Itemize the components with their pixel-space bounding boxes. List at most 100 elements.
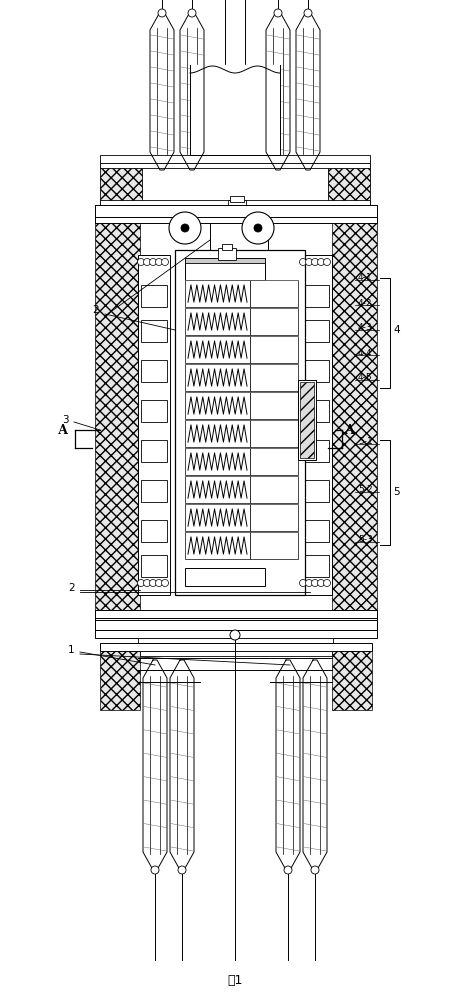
Bar — [141, 360, 167, 382]
Circle shape — [306, 258, 313, 265]
Bar — [95, 610, 377, 618]
Bar — [141, 400, 167, 422]
Text: А: А — [58, 424, 68, 436]
Bar — [303, 285, 329, 307]
Circle shape — [181, 224, 189, 232]
Bar — [141, 520, 167, 542]
Text: 2: 2 — [68, 583, 75, 593]
Bar — [100, 645, 140, 710]
Bar — [332, 645, 372, 710]
Bar — [95, 217, 377, 223]
Bar — [210, 208, 268, 250]
Bar — [303, 520, 329, 542]
Bar — [95, 205, 377, 217]
Bar — [185, 364, 250, 391]
Bar — [185, 448, 250, 475]
Text: 1: 1 — [68, 645, 75, 655]
Polygon shape — [150, 12, 174, 170]
Circle shape — [162, 580, 169, 586]
Text: 5-2: 5-2 — [358, 486, 373, 494]
Bar — [95, 630, 377, 638]
Bar — [185, 420, 250, 447]
Polygon shape — [143, 660, 167, 870]
Text: 5-1: 5-1 — [358, 438, 373, 446]
Bar — [141, 555, 167, 577]
Circle shape — [149, 258, 157, 265]
Bar — [250, 476, 298, 503]
Circle shape — [318, 258, 324, 265]
Bar — [185, 308, 250, 335]
Bar — [141, 440, 167, 462]
Circle shape — [323, 580, 330, 586]
Bar — [141, 480, 167, 502]
Bar — [250, 392, 298, 419]
Bar — [190, 65, 280, 155]
Bar — [328, 160, 370, 208]
Circle shape — [274, 9, 282, 17]
Circle shape — [169, 212, 201, 244]
Bar — [332, 205, 377, 625]
Bar — [175, 250, 305, 595]
Circle shape — [312, 258, 319, 265]
Circle shape — [299, 580, 306, 586]
Bar — [228, 200, 246, 210]
Bar — [230, 196, 244, 202]
Bar — [303, 440, 329, 462]
Bar — [303, 555, 329, 577]
Bar — [185, 568, 265, 586]
Bar — [303, 480, 329, 502]
Bar — [185, 504, 250, 531]
Bar — [303, 360, 329, 382]
Circle shape — [242, 212, 274, 244]
Polygon shape — [303, 660, 327, 870]
Bar — [303, 400, 329, 422]
Bar — [185, 336, 250, 363]
Circle shape — [158, 9, 166, 17]
Bar — [250, 504, 298, 531]
Bar — [141, 320, 167, 342]
Polygon shape — [266, 12, 290, 170]
Text: 5-3: 5-3 — [358, 536, 373, 544]
Circle shape — [156, 580, 163, 586]
Bar — [100, 163, 370, 168]
Bar — [250, 448, 298, 475]
Circle shape — [311, 866, 319, 874]
Text: 2: 2 — [92, 305, 99, 315]
Bar — [300, 255, 332, 595]
Text: А: А — [345, 424, 355, 436]
Text: 4-3: 4-3 — [358, 324, 373, 332]
Bar — [250, 364, 298, 391]
Circle shape — [304, 9, 312, 17]
Text: 4-4: 4-4 — [358, 349, 373, 358]
Bar — [185, 476, 250, 503]
Bar — [250, 420, 298, 447]
Text: 4-2: 4-2 — [358, 298, 373, 308]
Bar — [138, 255, 170, 595]
Circle shape — [138, 580, 144, 586]
Bar — [140, 651, 332, 656]
Bar — [303, 320, 329, 342]
Bar — [185, 392, 250, 419]
Bar — [95, 618, 377, 624]
Circle shape — [178, 866, 186, 874]
Bar — [141, 285, 167, 307]
Bar — [298, 380, 316, 460]
Circle shape — [306, 580, 313, 586]
Circle shape — [254, 224, 262, 232]
Circle shape — [299, 258, 306, 265]
Circle shape — [143, 580, 150, 586]
Bar — [222, 244, 232, 250]
Polygon shape — [296, 12, 320, 170]
Circle shape — [151, 866, 159, 874]
Bar — [218, 248, 236, 260]
Circle shape — [143, 258, 150, 265]
Circle shape — [230, 630, 240, 640]
Bar — [95, 620, 377, 630]
Circle shape — [188, 9, 196, 17]
Bar — [100, 155, 370, 163]
Bar — [95, 205, 140, 625]
Polygon shape — [276, 660, 300, 870]
Bar — [185, 532, 250, 559]
Bar — [100, 160, 142, 208]
Bar — [300, 382, 314, 458]
